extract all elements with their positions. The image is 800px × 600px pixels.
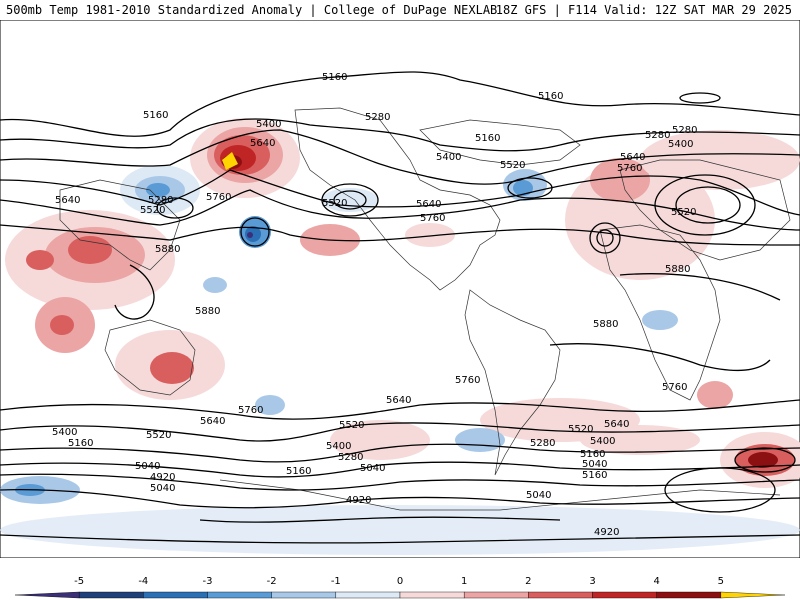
legend-tick-label: -5 — [74, 576, 84, 587]
contour-label: 5160 — [580, 449, 605, 460]
contour-label: 5160 — [322, 72, 347, 83]
contour-label: 5520 — [500, 160, 525, 171]
contour-label: 5880 — [195, 306, 220, 317]
legend-swatch — [592, 591, 657, 599]
contour-label: 5640 — [200, 416, 225, 427]
map-title: 500mb Temp 1981-2010 Standardized Anomal… — [6, 3, 498, 17]
legend-swatch — [78, 591, 144, 599]
contour-label: 5880 — [155, 244, 180, 255]
legend-tick-label: 3 — [589, 576, 595, 587]
contour-label: 5760 — [238, 405, 263, 416]
anomaly-map: 5160 5160 5160 5160 5280 5280 5400 5640 … — [0, 20, 800, 558]
contour-label: 5400 — [52, 427, 77, 438]
contour-label: 5280 — [530, 438, 555, 449]
contour-label: 5400 — [256, 119, 281, 130]
legend-swatch — [720, 591, 786, 599]
contour-label: 5640 — [250, 138, 275, 149]
contour-label: 5760 — [420, 213, 445, 224]
contour-label: 5640 — [55, 195, 80, 206]
legend-swatch — [271, 591, 337, 599]
legend-swatch — [207, 591, 272, 599]
legend-tick-label: 2 — [525, 576, 531, 587]
contour-label: 5040 — [360, 463, 385, 474]
contour-label: 5160 — [286, 466, 311, 477]
contour-label: 5280 — [365, 112, 390, 123]
contour-label: 5640 — [386, 395, 411, 406]
contour-label: 5760 — [662, 382, 687, 393]
legend-swatch — [399, 591, 465, 599]
contour-label: 5160 — [538, 91, 563, 102]
contour-label: 5520 — [322, 198, 347, 209]
contour-label: 5400 — [436, 152, 461, 163]
warm-anomaly-shading — [5, 118, 800, 488]
legend-tick-label: 1 — [461, 576, 467, 587]
legend-tick-label: -2 — [267, 576, 277, 587]
contour-label: 5280 — [148, 195, 173, 206]
legend-tick-label: 0 — [397, 576, 403, 587]
contour-label: 4920 — [150, 472, 175, 483]
contour-label: 5640 — [604, 419, 629, 430]
contour-label: 5520 — [146, 430, 171, 441]
contour-label: 5520 — [568, 424, 593, 435]
contour-label: 5760 — [455, 375, 480, 386]
legend-ticks: -5 -4 -3 -2 -1 0 1 2 3 4 5 — [74, 576, 724, 587]
contour-label: 5520 — [339, 420, 364, 431]
legend-tick-label: -3 — [203, 576, 213, 587]
legend-tick-label: -4 — [138, 576, 148, 587]
contour-label: 5520 — [671, 207, 696, 218]
contour-label: 5520 — [140, 205, 165, 216]
contour-label: 5160 — [582, 470, 607, 481]
contour-label: 5160 — [68, 438, 93, 449]
contour-label: 5040 — [526, 490, 551, 501]
contour-label: 5160 — [143, 110, 168, 121]
colorbar-legend: -5 -4 -3 -2 -1 0 1 2 3 4 5 — [14, 576, 786, 599]
contour-label: 5040 — [150, 483, 175, 494]
legend-swatch — [14, 591, 80, 599]
legend-swatch — [143, 591, 208, 599]
contour-label: 5040 — [135, 461, 160, 472]
height-contours — [0, 71, 800, 544]
contour-labels: 5160 5160 5160 5160 5280 5280 5400 5640 … — [52, 72, 697, 538]
legend-tick-label: 5 — [718, 576, 724, 587]
legend-tick-label: 4 — [653, 576, 659, 587]
contour-label: 5400 — [668, 139, 693, 150]
contour-label: 5880 — [665, 264, 690, 275]
contour-label: 5040 — [582, 459, 607, 470]
contour-label: 5640 — [416, 199, 441, 210]
legend-colorbar — [14, 591, 786, 599]
contour-label: 5640 — [620, 152, 645, 163]
contour-label: 5280 — [645, 130, 670, 141]
contour-label: 5400 — [326, 441, 351, 452]
legend-swatch — [656, 591, 722, 599]
contour-label: 5760 — [206, 192, 231, 203]
contour-label: 4920 — [594, 527, 619, 538]
contour-label: 5880 — [593, 319, 618, 330]
model-valid-time: 18Z GFS | F114 Valid: 12Z SAT MAR 29 202… — [495, 3, 792, 17]
contour-label: 4920 — [346, 495, 371, 506]
contour-label: 5280 — [338, 452, 363, 463]
contour-label: 5280 — [672, 125, 697, 136]
legend-swatch — [528, 591, 593, 599]
legend-swatch — [463, 591, 529, 599]
legend-tick-label: -1 — [331, 576, 341, 587]
contour-label: 5400 — [590, 436, 615, 447]
legend-swatch — [335, 591, 401, 599]
contour-label: 5760 — [617, 163, 642, 174]
contour-label: 5160 — [475, 133, 500, 144]
